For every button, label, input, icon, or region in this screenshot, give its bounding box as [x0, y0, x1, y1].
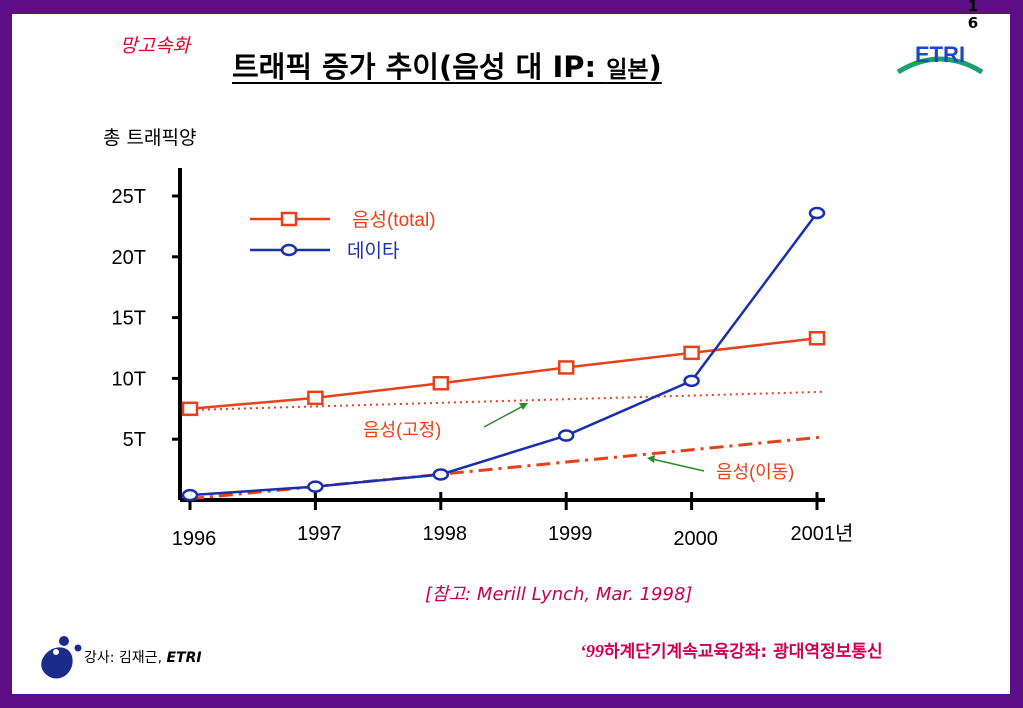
x-tick-label: 2000	[673, 528, 718, 550]
title-small: 일본	[606, 57, 649, 83]
legend-label: 데이타	[347, 240, 399, 262]
voice-total-point	[557, 360, 575, 375]
etri-logo: ETRI	[896, 42, 984, 75]
reference-note: [참고: Merill Lynch, Mar. 1998]	[425, 584, 693, 605]
x-tick-label: 2001년	[791, 522, 854, 545]
data-series-line	[189, 212, 819, 497]
x-tick-label: 1999	[548, 523, 593, 545]
title-end: )	[648, 50, 662, 84]
x-tick-label: 1998	[423, 523, 468, 545]
y-tick-label: 10T	[112, 368, 146, 390]
voice-total-point	[307, 390, 324, 406]
data-point	[557, 429, 575, 442]
annotation-arrow	[651, 458, 705, 472]
voice-total-point	[432, 376, 450, 391]
legend-marker-circle	[280, 243, 298, 257]
legend-label: 음성(total)	[352, 209, 436, 231]
annotation-arrow	[483, 404, 526, 428]
y-tick-label: 20T	[112, 247, 146, 269]
legend-marker-square	[280, 211, 298, 227]
data-point	[307, 480, 324, 493]
course-title: ‘99하계단기계속교육강좌: 광대역정보통신	[580, 637, 883, 662]
page-title: 트래픽 증가 추이(음성 대 IP: 일본)	[232, 44, 662, 86]
annotation-voice-mobile: 음성(이동)	[716, 462, 794, 482]
lecturer-name: 강사: 김재근,	[84, 650, 167, 666]
data-point	[808, 206, 826, 220]
data-point	[432, 468, 450, 481]
annotation-voice-fixed: 음성(고정)	[363, 420, 441, 440]
course-name: 하계단기계속교육강좌: 광대역정보통신	[604, 642, 883, 662]
data-point	[683, 374, 700, 388]
annotation-arrowhead	[519, 403, 528, 410]
voice-total-point	[181, 401, 199, 417]
y-axis-label: 총 트래픽양	[103, 127, 197, 149]
x-tick-label: 1997	[297, 523, 342, 545]
tag-label: 망고속화	[120, 35, 190, 57]
etri-logo-text: ETRI	[915, 42, 965, 67]
bottom-logo-icon	[41, 636, 82, 679]
title-main: 트래픽 증가 추이(음성 대 IP:	[232, 50, 607, 84]
y-tick-label: 5T	[123, 429, 146, 451]
voice-total-point	[683, 345, 700, 361]
y-tick-label: 25T	[112, 186, 146, 208]
lecturer-info: 강사: 김재근, ETRI	[84, 647, 202, 667]
annotation-arrowhead	[647, 455, 655, 463]
course-year: ‘99	[580, 641, 604, 661]
y-tick-label: 15T	[112, 308, 146, 330]
lecturer-org: ETRI	[166, 650, 202, 666]
voice-total-series-line	[189, 337, 818, 411]
x-tick-label: 1996	[172, 528, 217, 550]
voice-mobile-trendline	[189, 435, 826, 501]
page-number: 16	[967, 0, 979, 32]
data-point	[181, 488, 199, 502]
voice-total-point	[808, 331, 826, 346]
voice-fixed-trendline	[189, 390, 826, 412]
